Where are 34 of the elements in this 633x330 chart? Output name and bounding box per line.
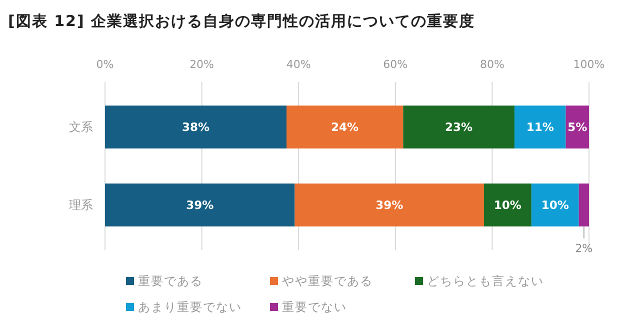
bar bbox=[286, 106, 404, 148]
y-tick-label: 文系 bbox=[69, 120, 93, 134]
bar bbox=[105, 106, 286, 148]
data-label: 10% bbox=[494, 198, 522, 212]
bar bbox=[514, 106, 566, 148]
data-label: 24% bbox=[331, 120, 360, 134]
legend-label: 重要である bbox=[138, 274, 203, 288]
data-label: 23% bbox=[445, 120, 474, 134]
x-tick-label: 100% bbox=[573, 58, 605, 71]
chart-title: [図表 12] 企業選択おける自身の専門性の活用についての重要度 bbox=[8, 12, 476, 30]
data-label: 10% bbox=[541, 198, 570, 212]
data-label: 5% bbox=[568, 120, 588, 134]
legend-label: やや重要である bbox=[282, 274, 373, 288]
legend-label: 重要でない bbox=[282, 300, 347, 314]
x-tick-label: 20% bbox=[190, 58, 214, 71]
bar bbox=[105, 184, 295, 226]
data-label: 39% bbox=[376, 198, 404, 212]
legend-label: あまり重要でない bbox=[138, 300, 242, 314]
bar bbox=[531, 184, 579, 226]
bar bbox=[578, 184, 589, 226]
data-label: 39% bbox=[186, 198, 214, 212]
bar bbox=[484, 184, 532, 226]
y-tick-label: 理系 bbox=[69, 198, 93, 212]
bar bbox=[566, 106, 589, 148]
bar bbox=[403, 106, 514, 148]
bar bbox=[294, 184, 484, 226]
x-tick-label: 40% bbox=[286, 58, 311, 71]
legend-label: どちらとも言えない bbox=[427, 274, 544, 288]
x-tick-label: 60% bbox=[383, 58, 408, 71]
data-label: 2% bbox=[575, 242, 593, 255]
data-label: 11% bbox=[526, 120, 554, 134]
data-label: 38% bbox=[182, 120, 210, 134]
x-tick-label: 0% bbox=[96, 58, 114, 71]
x-tick-label: 80% bbox=[480, 58, 504, 71]
